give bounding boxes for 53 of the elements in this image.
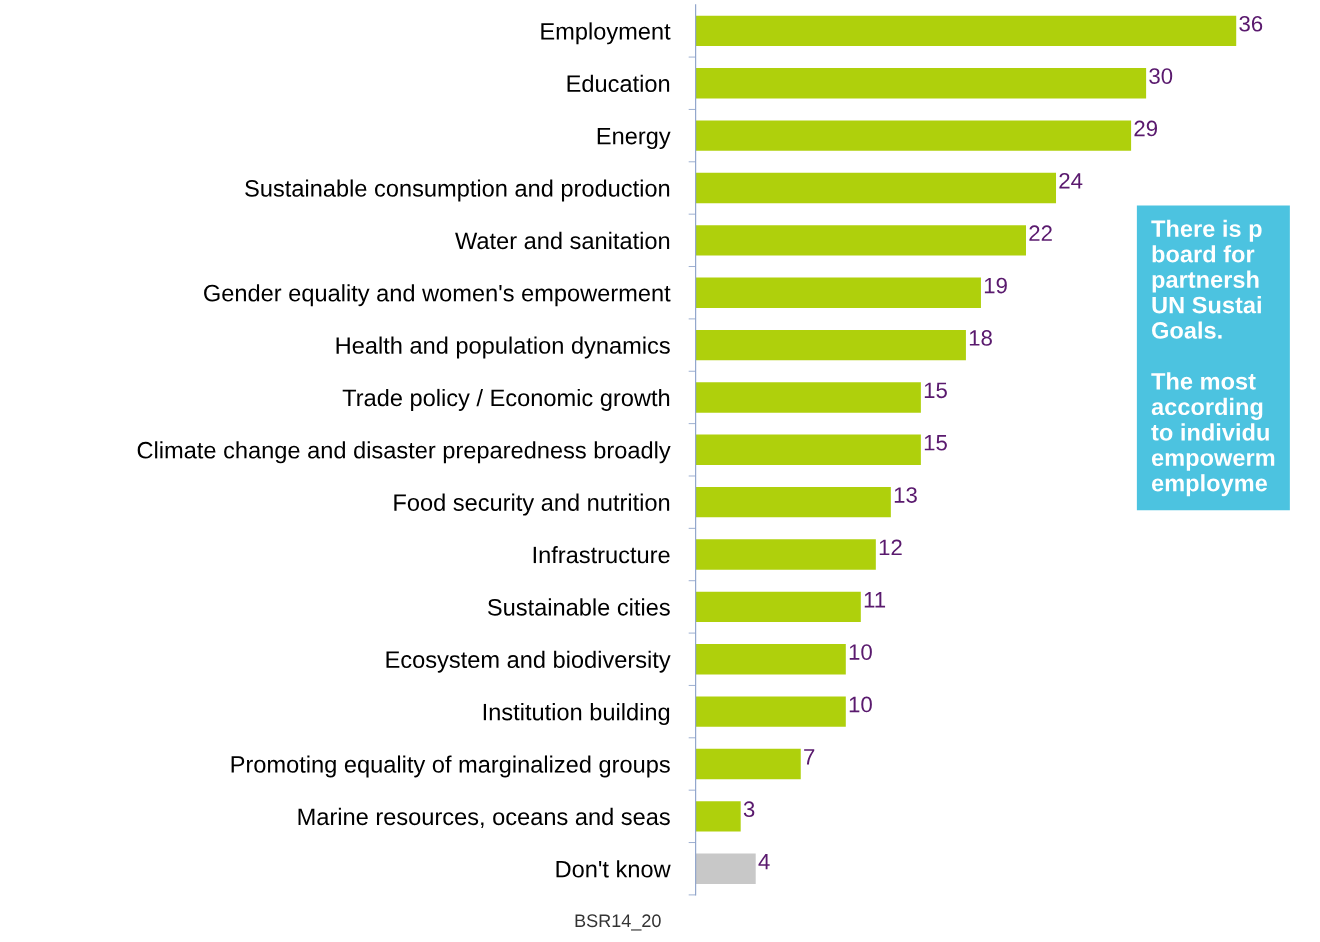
text: There is p board for partnersh UN Sustai Goals. The most according to individu empowerm employme: [1151, 219, 1275, 497]
bar: [695, 329, 966, 361]
y-tick-label: Climate change and disaster preparedness broadly: [137, 441, 671, 464]
bar: [695, 15, 1237, 47]
y-tick-label: Trade policy / Economic growth: [342, 388, 670, 411]
bar: [695, 644, 846, 675]
data-label: 36: [1239, 15, 1263, 32]
bar: [695, 486, 891, 518]
bar: [695, 696, 846, 727]
y-tick-label: Institution building: [483, 703, 670, 726]
data-label: 4: [758, 853, 770, 870]
y-tick-label: Employment: [541, 22, 671, 45]
data-label: 15: [924, 382, 947, 399]
data-label: 30: [1149, 68, 1173, 84]
y-tick-label: Education: [567, 74, 670, 93]
bar: [695, 120, 1132, 151]
y-tick-label: Sustainable consumption and production: [245, 179, 670, 202]
data-label: 11: [864, 592, 886, 608]
y-tick-label: Sustainable cities: [487, 598, 670, 616]
data-label: 3: [743, 801, 755, 818]
y-tick-label: Gender equality and women's empowerment: [204, 284, 671, 307]
y-tick-label: Marine resources, oceans and seas: [298, 807, 670, 828]
data-label: 10: [849, 696, 872, 713]
y-tick-label: Water and sanitation: [455, 231, 670, 250]
bar: [695, 277, 981, 308]
y-tick-label: Energy: [597, 127, 671, 150]
y-tick-label: Food security and nutrition: [394, 493, 670, 516]
data-label: 24: [1059, 172, 1083, 189]
data-label: 19: [984, 277, 1007, 294]
bar: [695, 853, 756, 884]
bar: [695, 172, 1057, 204]
data-label: 7: [804, 749, 815, 765]
data-label: 10: [849, 644, 872, 660]
bar: [695, 225, 1026, 256]
data-label: 18: [969, 330, 992, 346]
y-tick-label: Infrastructure: [533, 546, 670, 564]
y-tick-label: Promoting equality of marginalized groups: [231, 755, 670, 778]
bar: [695, 434, 921, 465]
data-label: 12: [879, 539, 902, 556]
data-label: 15: [924, 435, 947, 451]
bar: [695, 68, 1147, 99]
y-tick-label: Health and population dynamics: [336, 336, 670, 359]
y-tick-label: Don't know: [556, 860, 671, 878]
text: BSR14_20: [575, 914, 661, 931]
data-label: 22: [1029, 225, 1052, 241]
bar: [695, 748, 801, 780]
bar: [695, 801, 741, 832]
bar: [695, 539, 876, 570]
data-label: 29: [1134, 120, 1158, 137]
bar: [695, 382, 921, 413]
y-tick-label: Ecosystem and biodiversity: [386, 650, 671, 673]
bar: [695, 591, 861, 623]
data-label: 13: [894, 487, 917, 503]
